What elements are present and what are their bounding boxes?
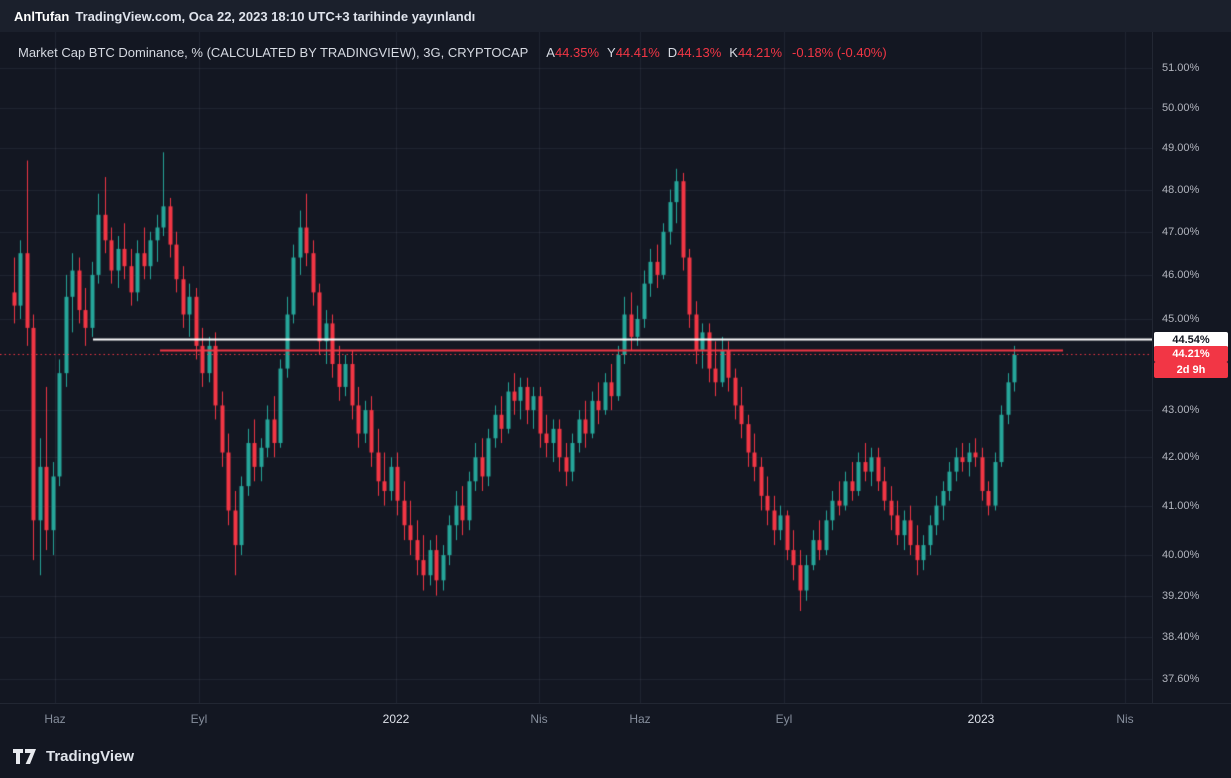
ohlc-value: 44.21% xyxy=(737,45,783,60)
price-axis-label: 48.00% xyxy=(1162,183,1200,196)
ohlc-label: K xyxy=(729,45,738,60)
ohlc-label: A xyxy=(546,45,555,60)
price-axis-label: 43.00% xyxy=(1162,404,1200,417)
change-value: -0.18% (-0.40%) xyxy=(792,45,887,60)
time-axis-label: 2022 xyxy=(382,712,410,726)
ohlc-values: A44.35% Y44.41% D44.13% K44.21% xyxy=(538,45,782,60)
tradingview-logo-icon xyxy=(13,749,36,764)
price-axis-label: 51.00% xyxy=(1162,62,1200,74)
time-axis-label: Haz xyxy=(629,712,651,726)
ohlc-value: 44.13% xyxy=(677,45,722,60)
publish-info: TradingView.com, Oca 22, 2023 18:10 UTC+… xyxy=(75,8,476,24)
ohlc-value: 44.35% xyxy=(554,45,600,60)
ohlc-label: D xyxy=(667,45,678,60)
price-axis-label: 41.00% xyxy=(1162,499,1200,512)
footer-bar: TradingView xyxy=(0,735,1231,778)
time-axis-label: 2023 xyxy=(967,712,995,726)
chart-pane: Market Cap BTC Dominance, % (CALCULATED … xyxy=(0,32,1231,703)
price-axis-label: 39.20% xyxy=(1162,589,1200,602)
ohlc-value: 44.41% xyxy=(615,45,660,60)
time-axis-label: Eyl xyxy=(190,712,208,726)
price-axis-label: 49.00% xyxy=(1162,142,1200,155)
time-axis-label: Haz xyxy=(44,712,66,726)
white-line-price-badge: 44.54% xyxy=(1154,331,1228,348)
symbol-title[interactable]: Market Cap BTC Dominance, % (CALCULATED … xyxy=(18,45,529,60)
price-axis-label: 40.00% xyxy=(1162,549,1200,562)
brand-name: TradingView xyxy=(46,748,135,765)
price-chart-canvas[interactable] xyxy=(0,32,1152,703)
chart-legend: Market Cap BTC Dominance, % (CALCULATED … xyxy=(18,45,887,60)
ohlc-label: Y xyxy=(607,45,616,60)
tradingview-brand[interactable]: TradingView xyxy=(13,748,134,765)
time-axis-label: Nis xyxy=(530,712,548,726)
time-axis-label: Nis xyxy=(1116,712,1134,726)
price-axis[interactable]: 44.54% 44.21% 2d 9h 51.00% 50.00% 49.00% 48… xyxy=(1152,32,1231,703)
bar-countdown-badge: 2d 9h xyxy=(1154,362,1228,379)
time-axis[interactable]: Haz Eyl 2022 Nis Haz Eyl 2023 Nis xyxy=(0,703,1231,735)
price-axis-label: 47.00% xyxy=(1162,225,1200,238)
publish-header: AnlTufan TradingView.com, Oca 22, 2023 1… xyxy=(0,0,1231,32)
last-price-badge: 44.21% xyxy=(1154,346,1228,363)
price-axis-label: 45.00% xyxy=(1162,312,1200,325)
price-axis-label: 37.60% xyxy=(1162,673,1200,686)
price-axis-label: 42.00% xyxy=(1162,451,1200,464)
time-axis-label: Eyl xyxy=(775,712,793,726)
price-axis-label: 38.40% xyxy=(1162,630,1200,643)
price-axis-label: 50.00% xyxy=(1162,101,1200,114)
author-link[interactable]: AnlTufan xyxy=(14,8,70,24)
price-axis-label: 46.00% xyxy=(1162,268,1200,281)
